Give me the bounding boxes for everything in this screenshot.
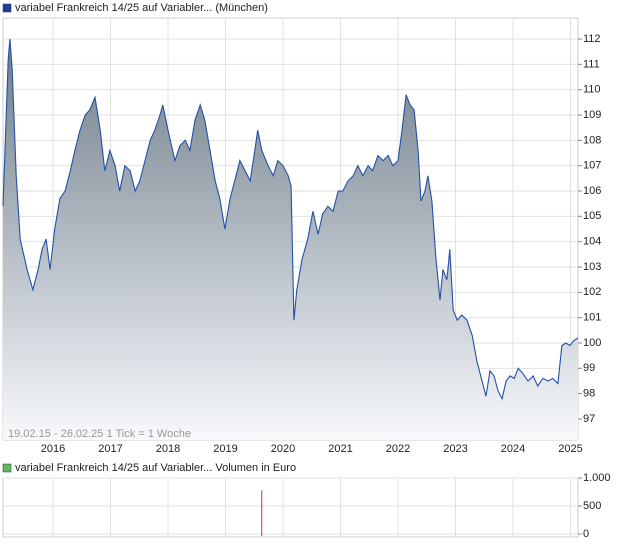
x-tick-label: 2018 [156,443,180,455]
y-tick-label: 500 [583,500,601,512]
x-tick-label: 2017 [98,443,122,455]
y-tick-label: 99 [583,362,595,374]
area-fill [3,39,578,440]
legend-label: variabel Frankreich 14/25 auf Variabler.… [15,462,296,474]
x-tick-label: 2021 [328,443,352,455]
y-tick-label: 97 [583,413,595,425]
legend-label: variabel Frankreich 14/25 auf Variabler.… [15,2,268,14]
x-tick-label: 2024 [501,443,525,455]
y-tick-label: 102 [583,286,601,298]
x-tick-label: 2022 [386,443,410,455]
x-tick-label: 2020 [271,443,295,455]
legend-marker [2,3,12,13]
y-tick-label: 107 [583,160,601,172]
y-tick-label: 111 [583,58,600,70]
y-tick-label: 104 [583,236,601,248]
y-tick-label: 108 [583,134,601,146]
legend-marker [2,463,12,473]
y-tick-label: 0 [583,528,589,540]
y-tick-label: 100 [583,337,601,349]
y-tick-label: 105 [583,210,601,222]
y-tick-label: 110 [583,84,601,96]
x-tick-label: 2023 [443,443,467,455]
plot-background [2,477,579,538]
price-line [2,38,579,401]
y-tick-label: 103 [583,261,601,273]
y-tick-label: 98 [583,388,595,400]
y-tick-label: 112 [583,33,601,45]
y-tick-label: 1.000 [583,472,611,484]
annotation: 19.02.15 - 26.02.25 1 Tick = 1 Woche [8,428,191,440]
y-tick-label: 101 [583,312,601,324]
y-tick-label: 106 [583,185,601,197]
volume-bar [261,490,263,536]
x-tick-label: 2025 [558,443,582,455]
y-tick-label: 109 [583,109,601,121]
x-tick-label: 2019 [213,443,237,455]
x-tick-label: 2016 [41,443,65,455]
